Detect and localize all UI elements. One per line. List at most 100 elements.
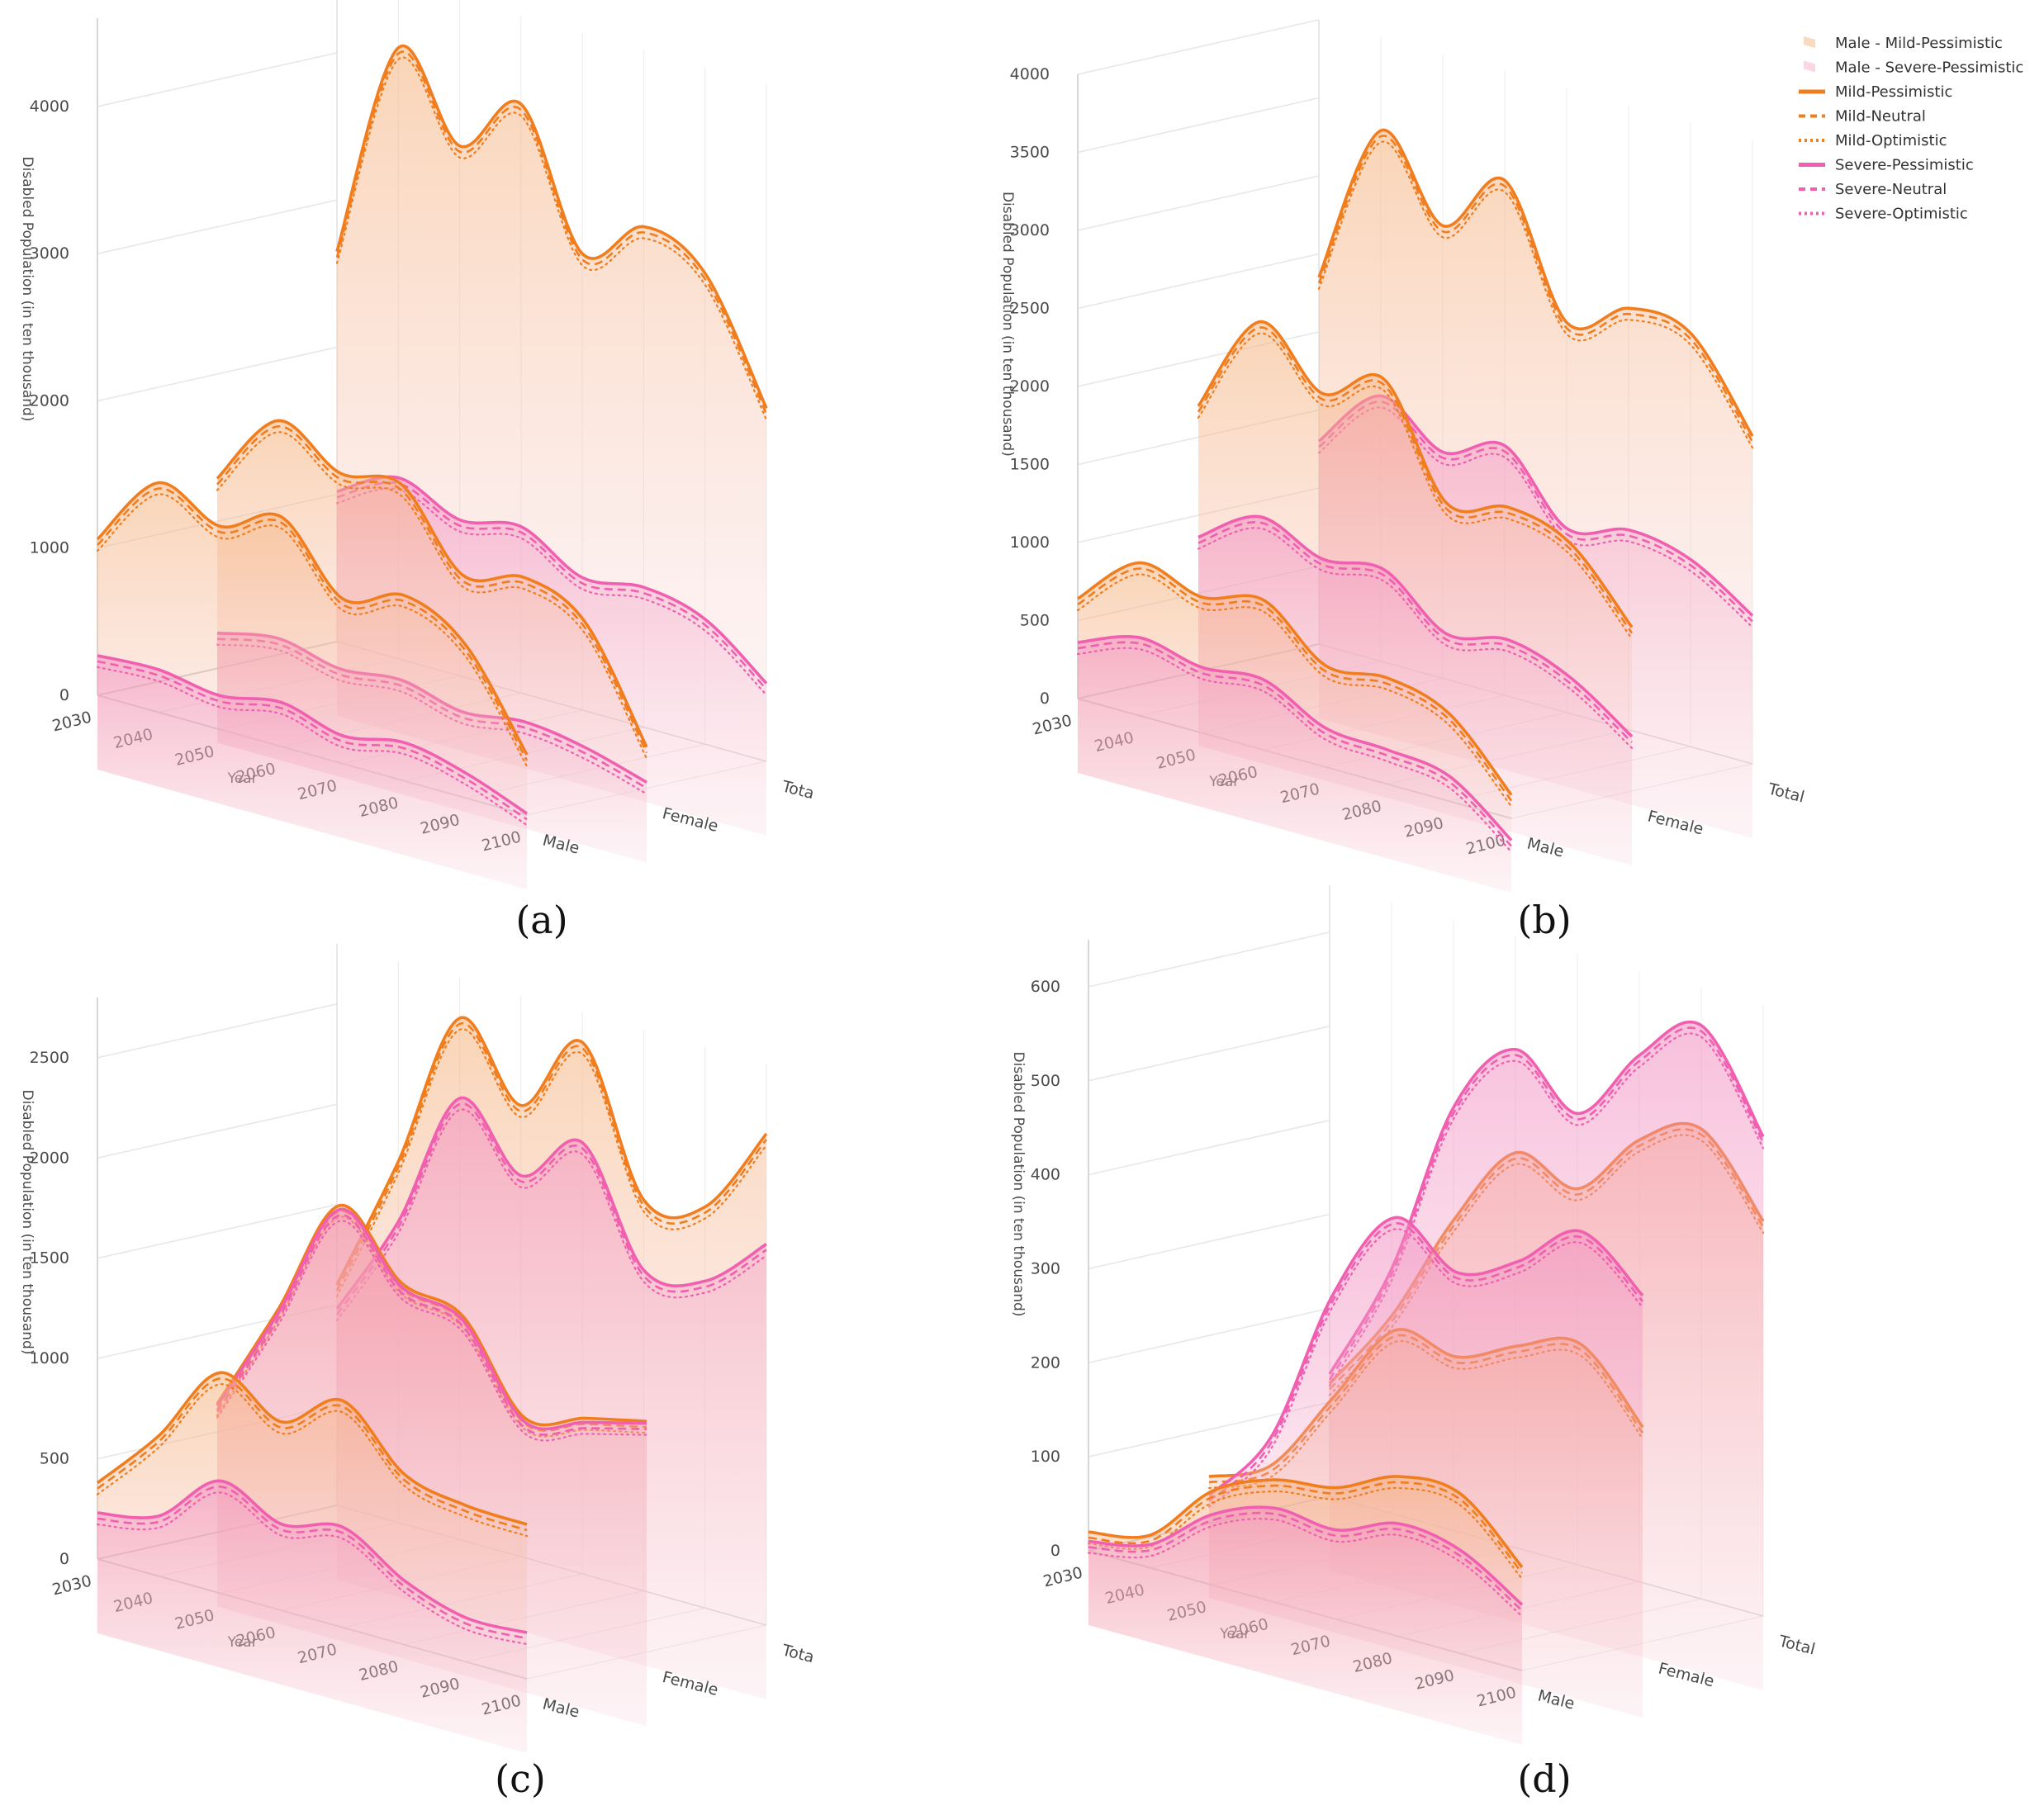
- series-line-neutral: [97, 1377, 528, 1532]
- z-tick-label: 500: [1031, 1072, 1060, 1090]
- z-tick-label: 2000: [30, 1149, 69, 1167]
- series-line-neutral: [97, 487, 529, 761]
- legend-label: Male - Severe-Pessimistic: [1835, 59, 2023, 77]
- series-line-pessimistic: [335, 1016, 768, 1286]
- z-tick-label: 1500: [1010, 456, 1050, 474]
- series-line-optimistic: [216, 431, 648, 760]
- panel-b: 0 500 1000 1500 2000 2500 3000 3500 4000 Disabled…: [999, 19, 1806, 893]
- legend-item: Male - Severe-Pessimistic: [1804, 59, 2023, 77]
- z-gridline: [97, 1003, 338, 1059]
- legend-label: Severe-Optimistic: [1835, 206, 1968, 223]
- series-line-pessimistic: [335, 44, 768, 409]
- z-tick-label: 2000: [1010, 377, 1050, 396]
- series-line-pessimistic: [96, 1371, 528, 1526]
- z-gridline: [97, 52, 338, 107]
- series-line-pessimistic: [97, 1479, 528, 1634]
- series-area: [1088, 1507, 1522, 1745]
- series-line-optimistic: [335, 1108, 768, 1322]
- series-line-neutral: [335, 50, 768, 415]
- legend-swatch: [1804, 36, 1815, 48]
- z-gridline: [97, 199, 338, 254]
- series-line-optimistic: [96, 1491, 529, 1646]
- z-gridline: [1077, 253, 1320, 310]
- x-tick-label: 2030: [1041, 1564, 1084, 1591]
- series-line-neutral: [1197, 521, 1633, 743]
- series-line-neutral: [1317, 135, 1754, 443]
- series-line-pessimistic: [216, 1207, 647, 1431]
- series-male-severe: [96, 1479, 529, 1753]
- series-line-optimistic: [335, 1028, 768, 1297]
- series-line-optimistic: [1197, 332, 1634, 640]
- series-line-pessimistic: [216, 419, 648, 748]
- series-line-neutral: [97, 660, 528, 821]
- z-tick-label: 200: [1031, 1353, 1060, 1372]
- z-tick-label: 600: [1031, 978, 1060, 996]
- z-tick-label: 2500: [30, 1049, 69, 1067]
- z-gridline: [97, 1103, 338, 1159]
- series-line-optimistic: [1317, 140, 1754, 449]
- z-axis-title: Disabled Population (in ten thousand): [999, 192, 1016, 457]
- panel-a: 0 1000 2000 3000 4000 Disabled Population (in…: [19, 0, 816, 889]
- series-line-neutral: [335, 1102, 767, 1315]
- legend-swatch: [1804, 60, 1815, 73]
- z-gridline: [1077, 97, 1320, 154]
- series-line-pessimistic: [216, 1203, 647, 1427]
- z-tick-label: 500: [40, 1450, 69, 1468]
- series-area: [97, 1481, 527, 1753]
- legend-item: Severe-Neutral: [1799, 181, 1947, 198]
- legend-item: Severe-Optimistic: [1799, 206, 1968, 223]
- series-line-optimistic: [96, 666, 529, 827]
- z-tick-label: 0: [59, 1550, 69, 1568]
- legend-label: Mild-Pessimistic: [1835, 83, 1952, 101]
- series-line-pessimistic: [97, 654, 528, 815]
- z-gridline: [97, 1203, 338, 1259]
- group-label: Tota: [780, 777, 816, 803]
- z-tick-label: 300: [1031, 1259, 1060, 1277]
- series-male-severe: [1076, 635, 1513, 893]
- series-line-neutral: [1077, 641, 1512, 847]
- z-tick-label: 4000: [30, 97, 69, 116]
- z-axis-title: Disabled Population (in ten thousand): [1010, 1052, 1027, 1317]
- series-line-neutral: [1077, 567, 1513, 802]
- series-line-neutral: [335, 1022, 767, 1292]
- z-axis-title: Disabled Population (in ten thousand): [19, 157, 36, 422]
- series-line-pessimistic: [1197, 514, 1634, 738]
- series-line-pessimistic: [1088, 1475, 1524, 1568]
- legend-item: Mild-Neutral: [1799, 108, 1926, 126]
- z-tick-label: 1500: [30, 1249, 69, 1268]
- panel-c: 0 500 1000 1500 2000 2500 Disabled Population …: [19, 944, 816, 1753]
- series-line-pessimistic: [335, 1096, 767, 1310]
- series-line-neutral: [1208, 1222, 1643, 1502]
- legend-label: Severe-Neutral: [1835, 181, 1947, 198]
- series-line-pessimistic: [1317, 128, 1754, 438]
- z-tick-label: 500: [1020, 612, 1050, 630]
- series-line-neutral: [1197, 326, 1634, 634]
- caption-d: (d): [1517, 1756, 1571, 1801]
- series-line-optimistic: [335, 56, 768, 421]
- legend-item: Mild-Pessimistic: [1799, 83, 1952, 101]
- series-male-severe: [96, 654, 529, 889]
- z-tick-label: 3000: [1010, 221, 1050, 239]
- series-line-neutral: [336, 481, 767, 690]
- series-line-pessimistic: [96, 481, 529, 756]
- z-gridline: [1088, 1213, 1330, 1270]
- legend-label: Male - Mild-Pessimistic: [1835, 35, 2003, 52]
- series-line-neutral: [1088, 1481, 1523, 1574]
- group-label: Tota: [780, 1641, 816, 1666]
- series-line-pessimistic: [1077, 561, 1513, 796]
- legend: Male - Mild-Pessimistic Male - Severe-Pes…: [1799, 35, 2023, 223]
- group-label: Total: [1766, 780, 1806, 806]
- z-tick-label: 0: [59, 686, 69, 704]
- z-axis-title: Disabled Population (in ten thousand): [19, 1090, 36, 1355]
- z-gridline: [1088, 1119, 1330, 1176]
- caption-c: (c): [495, 1756, 546, 1801]
- z-tick-label: 1000: [30, 1349, 69, 1367]
- x-tick-label: 2030: [50, 1572, 93, 1600]
- caption-a: (a): [515, 898, 567, 942]
- series-line-neutral: [216, 424, 648, 754]
- x-tick-label: 2030: [50, 709, 93, 736]
- series-area: [1078, 636, 1511, 893]
- z-gridline: [97, 346, 338, 402]
- series-line-optimistic: [1197, 527, 1634, 749]
- legend-label: Mild-Optimistic: [1835, 132, 1947, 149]
